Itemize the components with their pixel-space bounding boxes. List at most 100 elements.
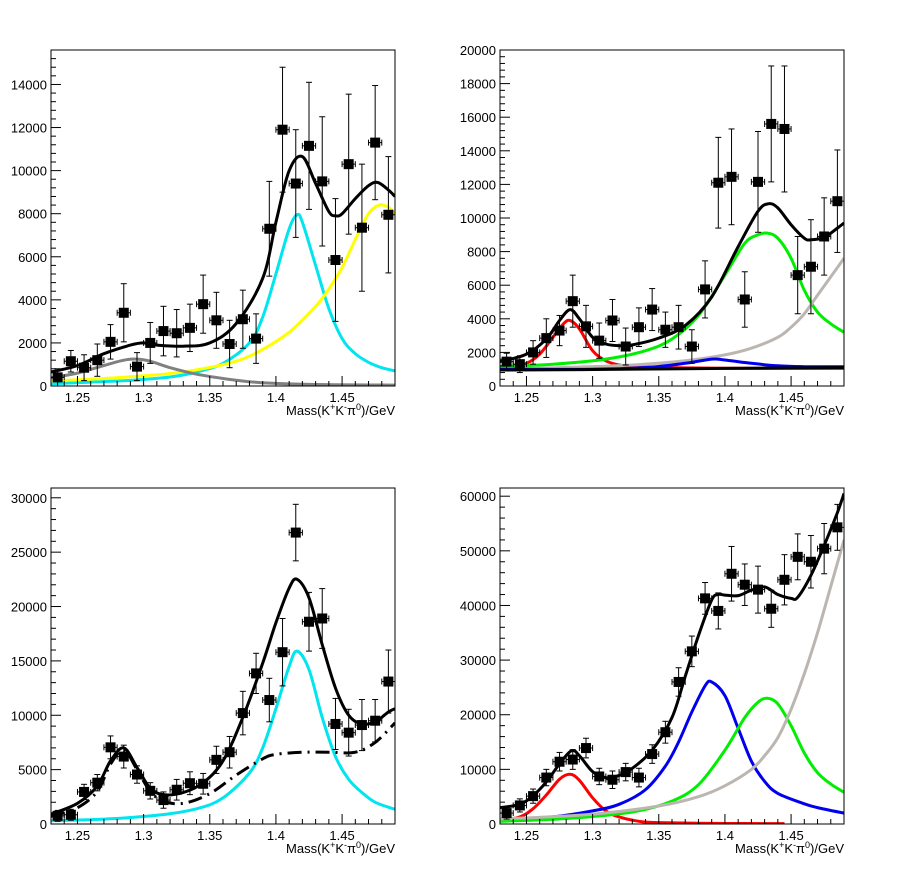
data-marker — [304, 140, 314, 151]
x-tick-label: 1.3 — [584, 390, 602, 405]
y-tick-label: 5000 — [18, 763, 47, 778]
data-point — [381, 156, 395, 274]
data-point — [51, 809, 65, 822]
y-tick-label: 0 — [40, 379, 47, 394]
fit-curves — [51, 577, 395, 823]
data-marker — [198, 299, 209, 310]
data-point — [578, 304, 594, 348]
data-marker — [567, 754, 578, 765]
data-marker — [514, 359, 525, 370]
data-marker — [700, 284, 711, 295]
data-point — [525, 340, 541, 365]
data-point — [301, 591, 317, 652]
data-marker — [726, 568, 737, 579]
data-point — [341, 708, 356, 757]
data-marker — [145, 337, 156, 348]
x-axis-title-part: + — [779, 402, 784, 412]
data-marker — [819, 543, 830, 554]
x-axis-title-part: + — [330, 402, 335, 412]
data-marker — [514, 800, 525, 811]
x-axis-title-part: - — [793, 840, 796, 850]
data-point — [830, 149, 844, 253]
data-marker — [805, 556, 816, 567]
data-marker — [501, 808, 512, 819]
data-point — [592, 767, 607, 786]
data-point — [275, 66, 290, 193]
x-axis: 1.25 1.3 1.35 1.4 1.45 — [499, 814, 845, 843]
data-point — [803, 219, 819, 315]
panel-bottom-left: 1.25 1.3 1.35 1.4 1.450500010000150002000025… — [11, 487, 396, 856]
y-tick-label: 12000 — [11, 121, 47, 136]
y-tick-label: 10000 — [460, 211, 496, 226]
data-marker — [673, 322, 684, 333]
x-tick-label: 1.4 — [267, 390, 285, 405]
data-point — [817, 523, 832, 575]
y-tick-label: 4000 — [467, 312, 496, 327]
data-point — [368, 85, 383, 201]
data-points — [51, 503, 395, 822]
x-tick-label: 1.35 — [197, 828, 222, 843]
x-axis-title-part: Mass(K — [735, 841, 779, 856]
y-tick-label: 50000 — [460, 544, 496, 559]
y-tick-label: 0 — [489, 817, 496, 832]
x-tick-label: 1.3 — [135, 828, 153, 843]
series-line-component-gray — [500, 257, 844, 371]
x-tick-label: 1.45 — [329, 828, 354, 843]
data-marker — [700, 593, 711, 604]
data-marker — [356, 222, 367, 233]
data-marker — [158, 326, 169, 337]
data-point — [605, 770, 620, 789]
y-tick-label: 8000 — [467, 245, 496, 260]
data-marker — [171, 784, 182, 795]
data-point — [565, 749, 580, 770]
data-marker — [805, 261, 816, 272]
data-marker — [792, 551, 803, 562]
data-point — [711, 592, 726, 630]
series-line-component-black-baseline — [500, 366, 844, 372]
data-marker — [52, 372, 63, 383]
y-tick-label: 4000 — [18, 293, 47, 308]
data-marker — [713, 177, 724, 188]
data-marker — [620, 341, 631, 352]
x-tick-label: 1.35 — [646, 828, 671, 843]
data-marker — [92, 355, 103, 366]
x-axis-title-part: + — [779, 840, 784, 850]
x-axis-title-part: 0 — [356, 402, 361, 412]
x-axis-title-part: 0 — [805, 402, 810, 412]
data-point — [684, 329, 699, 364]
y-axis: 0 5000 10000 15000 20000 25000 30000 — [11, 491, 61, 832]
data-point — [63, 349, 78, 373]
data-points — [500, 503, 844, 820]
data-marker — [779, 123, 790, 134]
series-line-total-fit — [500, 493, 844, 810]
data-marker — [224, 339, 235, 349]
panel-top-left: 1.25 1.3 1.35 1.4 1.450200040006000800010000… — [11, 49, 396, 418]
data-marker — [607, 774, 618, 785]
data-marker — [264, 223, 275, 234]
data-marker — [277, 647, 288, 658]
data-point — [790, 235, 805, 315]
data-marker — [673, 676, 684, 687]
y-tick-label: 20000 — [460, 708, 496, 723]
data-point — [90, 774, 105, 792]
data-point — [684, 635, 699, 668]
data-marker — [52, 810, 63, 821]
data-marker — [65, 356, 76, 367]
data-marker — [224, 747, 235, 758]
data-marker — [356, 720, 367, 731]
data-point — [288, 503, 303, 562]
data-marker — [581, 321, 591, 332]
x-axis-title: Mass(K+K-π0)/GeV — [286, 840, 395, 856]
data-point — [76, 783, 92, 801]
data-marker — [290, 527, 301, 538]
data-point — [565, 274, 580, 328]
data-point — [156, 305, 171, 357]
y-tick-label: 10000 — [11, 164, 47, 179]
data-point — [552, 314, 567, 347]
data-points — [500, 65, 844, 374]
data-point — [169, 778, 184, 801]
data-marker — [184, 778, 195, 789]
y-axis: 0 2000 4000 6000 8000 10000 12000 14000 16000 180… — [460, 43, 510, 394]
data-point — [618, 762, 633, 782]
x-tick-label: 1.4 — [267, 828, 285, 843]
